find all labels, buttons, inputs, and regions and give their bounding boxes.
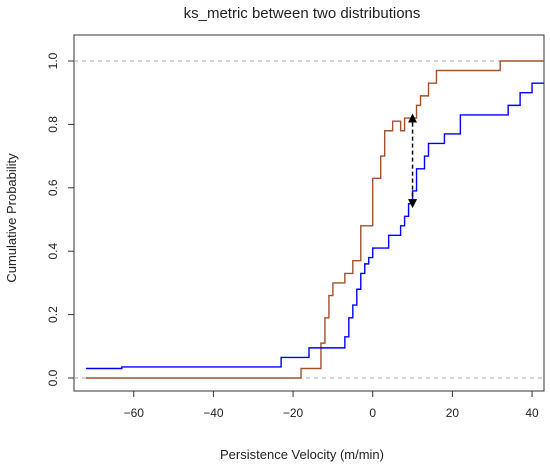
x-tick-label: 40 bbox=[525, 406, 539, 420]
y-tick-label: 0.4 bbox=[46, 243, 60, 260]
reference-lines bbox=[74, 60, 544, 379]
chart-title: ks_metric between two distributions bbox=[184, 5, 421, 22]
y-tick-label: 0.0 bbox=[46, 369, 60, 386]
series-2-line bbox=[85, 82, 544, 370]
y-tick-label: 0.6 bbox=[46, 179, 60, 196]
x-axis-label: Persistence Velocity (m/min) bbox=[220, 447, 384, 462]
y-tick-label: 0.2 bbox=[46, 306, 60, 323]
series-1-line bbox=[85, 60, 544, 379]
plot-frame bbox=[73, 34, 545, 392]
series-group bbox=[85, 60, 544, 379]
x-tick-label: 0 bbox=[369, 406, 376, 420]
x-axis: −60 −40 −20 0 20 40 bbox=[124, 391, 539, 420]
y-axis-label: Cumulative Probability bbox=[4, 153, 19, 283]
x-tick-label: 20 bbox=[446, 406, 460, 420]
y-tick-label: 1.0 bbox=[46, 52, 60, 69]
y-tick-label: 0.8 bbox=[46, 116, 60, 133]
x-tick-label: −20 bbox=[283, 406, 304, 420]
y-axis: 0.0 0.2 0.4 0.6 0.8 1.0 bbox=[46, 52, 74, 386]
x-tick-label: −60 bbox=[124, 406, 145, 420]
x-tick-label: −40 bbox=[203, 406, 224, 420]
